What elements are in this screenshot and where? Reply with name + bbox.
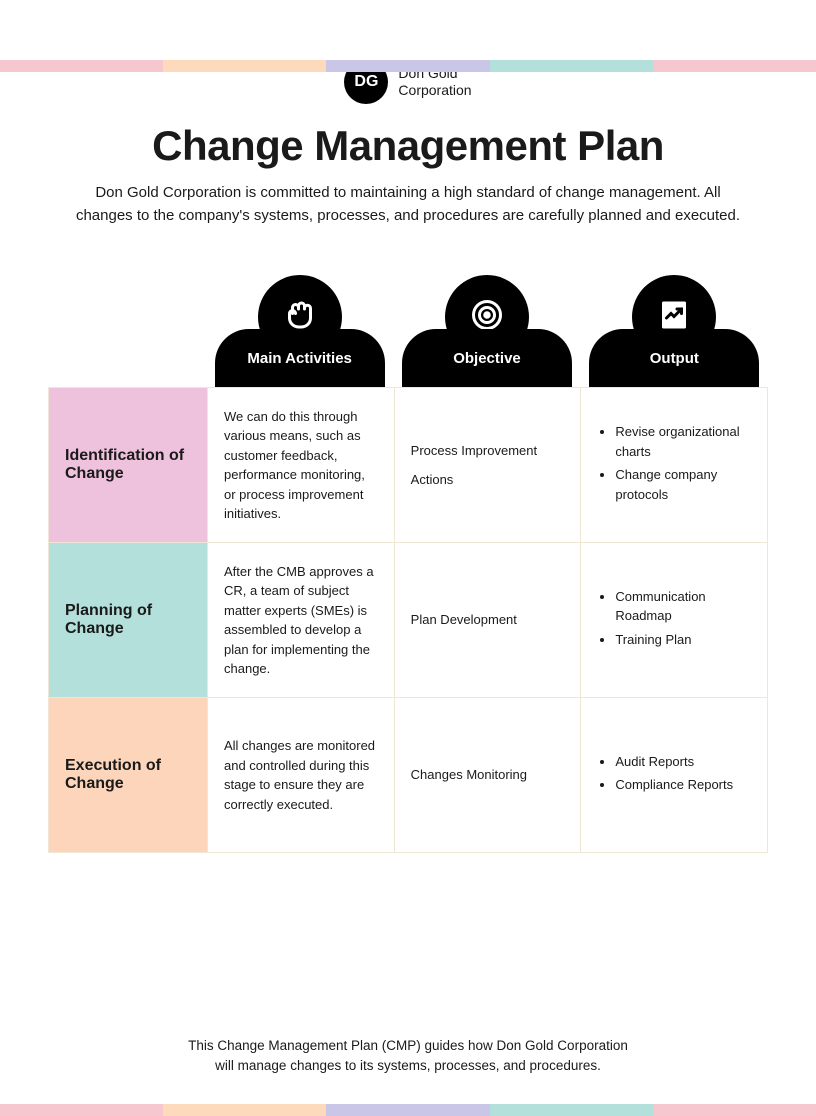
table-row: Planning of Change After the CMB approve…	[49, 542, 767, 697]
top-color-stripe	[0, 60, 816, 72]
cell-output: Communication Roadmap Training Plan	[580, 543, 767, 697]
plan-table: Identification of Change We can do this …	[48, 387, 768, 853]
logo-line2: Corporation	[398, 82, 471, 99]
cell-objective: Changes Monitoring	[394, 698, 581, 852]
cell-objective: Plan Development	[394, 543, 581, 697]
footer-line1: This Change Management Plan (CMP) guides…	[0, 1036, 816, 1056]
list-item: Communication Roadmap	[615, 587, 751, 626]
column-header-objective: Objective	[402, 275, 572, 387]
list-item: Audit Reports	[615, 752, 751, 772]
column-label: Main Activities	[215, 329, 385, 387]
cell-output: Revise organizational charts Change comp…	[580, 388, 767, 542]
list-item: Revise organizational charts	[615, 422, 751, 461]
cell-output: Audit Reports Compliance Reports	[580, 698, 767, 852]
footer-line2: will manage changes to its systems, proc…	[0, 1056, 816, 1076]
page-title: Change Management Plan	[0, 122, 816, 170]
logo-initials: DG	[354, 73, 378, 91]
row-label: Identification of Change	[49, 388, 207, 542]
row-label: Execution of Change	[49, 698, 207, 852]
list-item: Training Plan	[615, 630, 751, 650]
list-item: Compliance Reports	[615, 775, 751, 795]
intro-text: Don Gold Corporation is committed to mai…	[68, 182, 748, 227]
list-item: Change company protocols	[615, 465, 751, 504]
cell-objective: Process Improvement Actions	[394, 388, 581, 542]
cell-activities: We can do this through various means, su…	[207, 388, 394, 542]
table-row: Execution of Change All changes are moni…	[49, 697, 767, 852]
column-header-output: Output	[589, 275, 759, 387]
column-header-activities: Main Activities	[215, 275, 385, 387]
cell-activities: After the CMB approves a CR, a team of s…	[207, 543, 394, 697]
row-label: Planning of Change	[49, 543, 207, 697]
cell-activities: All changes are monitored and controlled…	[207, 698, 394, 852]
column-label: Output	[589, 329, 759, 387]
bottom-color-stripe	[0, 1104, 816, 1116]
column-label: Objective	[402, 329, 572, 387]
column-headers: Main Activities Objective Output	[48, 275, 768, 387]
table-row: Identification of Change We can do this …	[49, 387, 767, 542]
